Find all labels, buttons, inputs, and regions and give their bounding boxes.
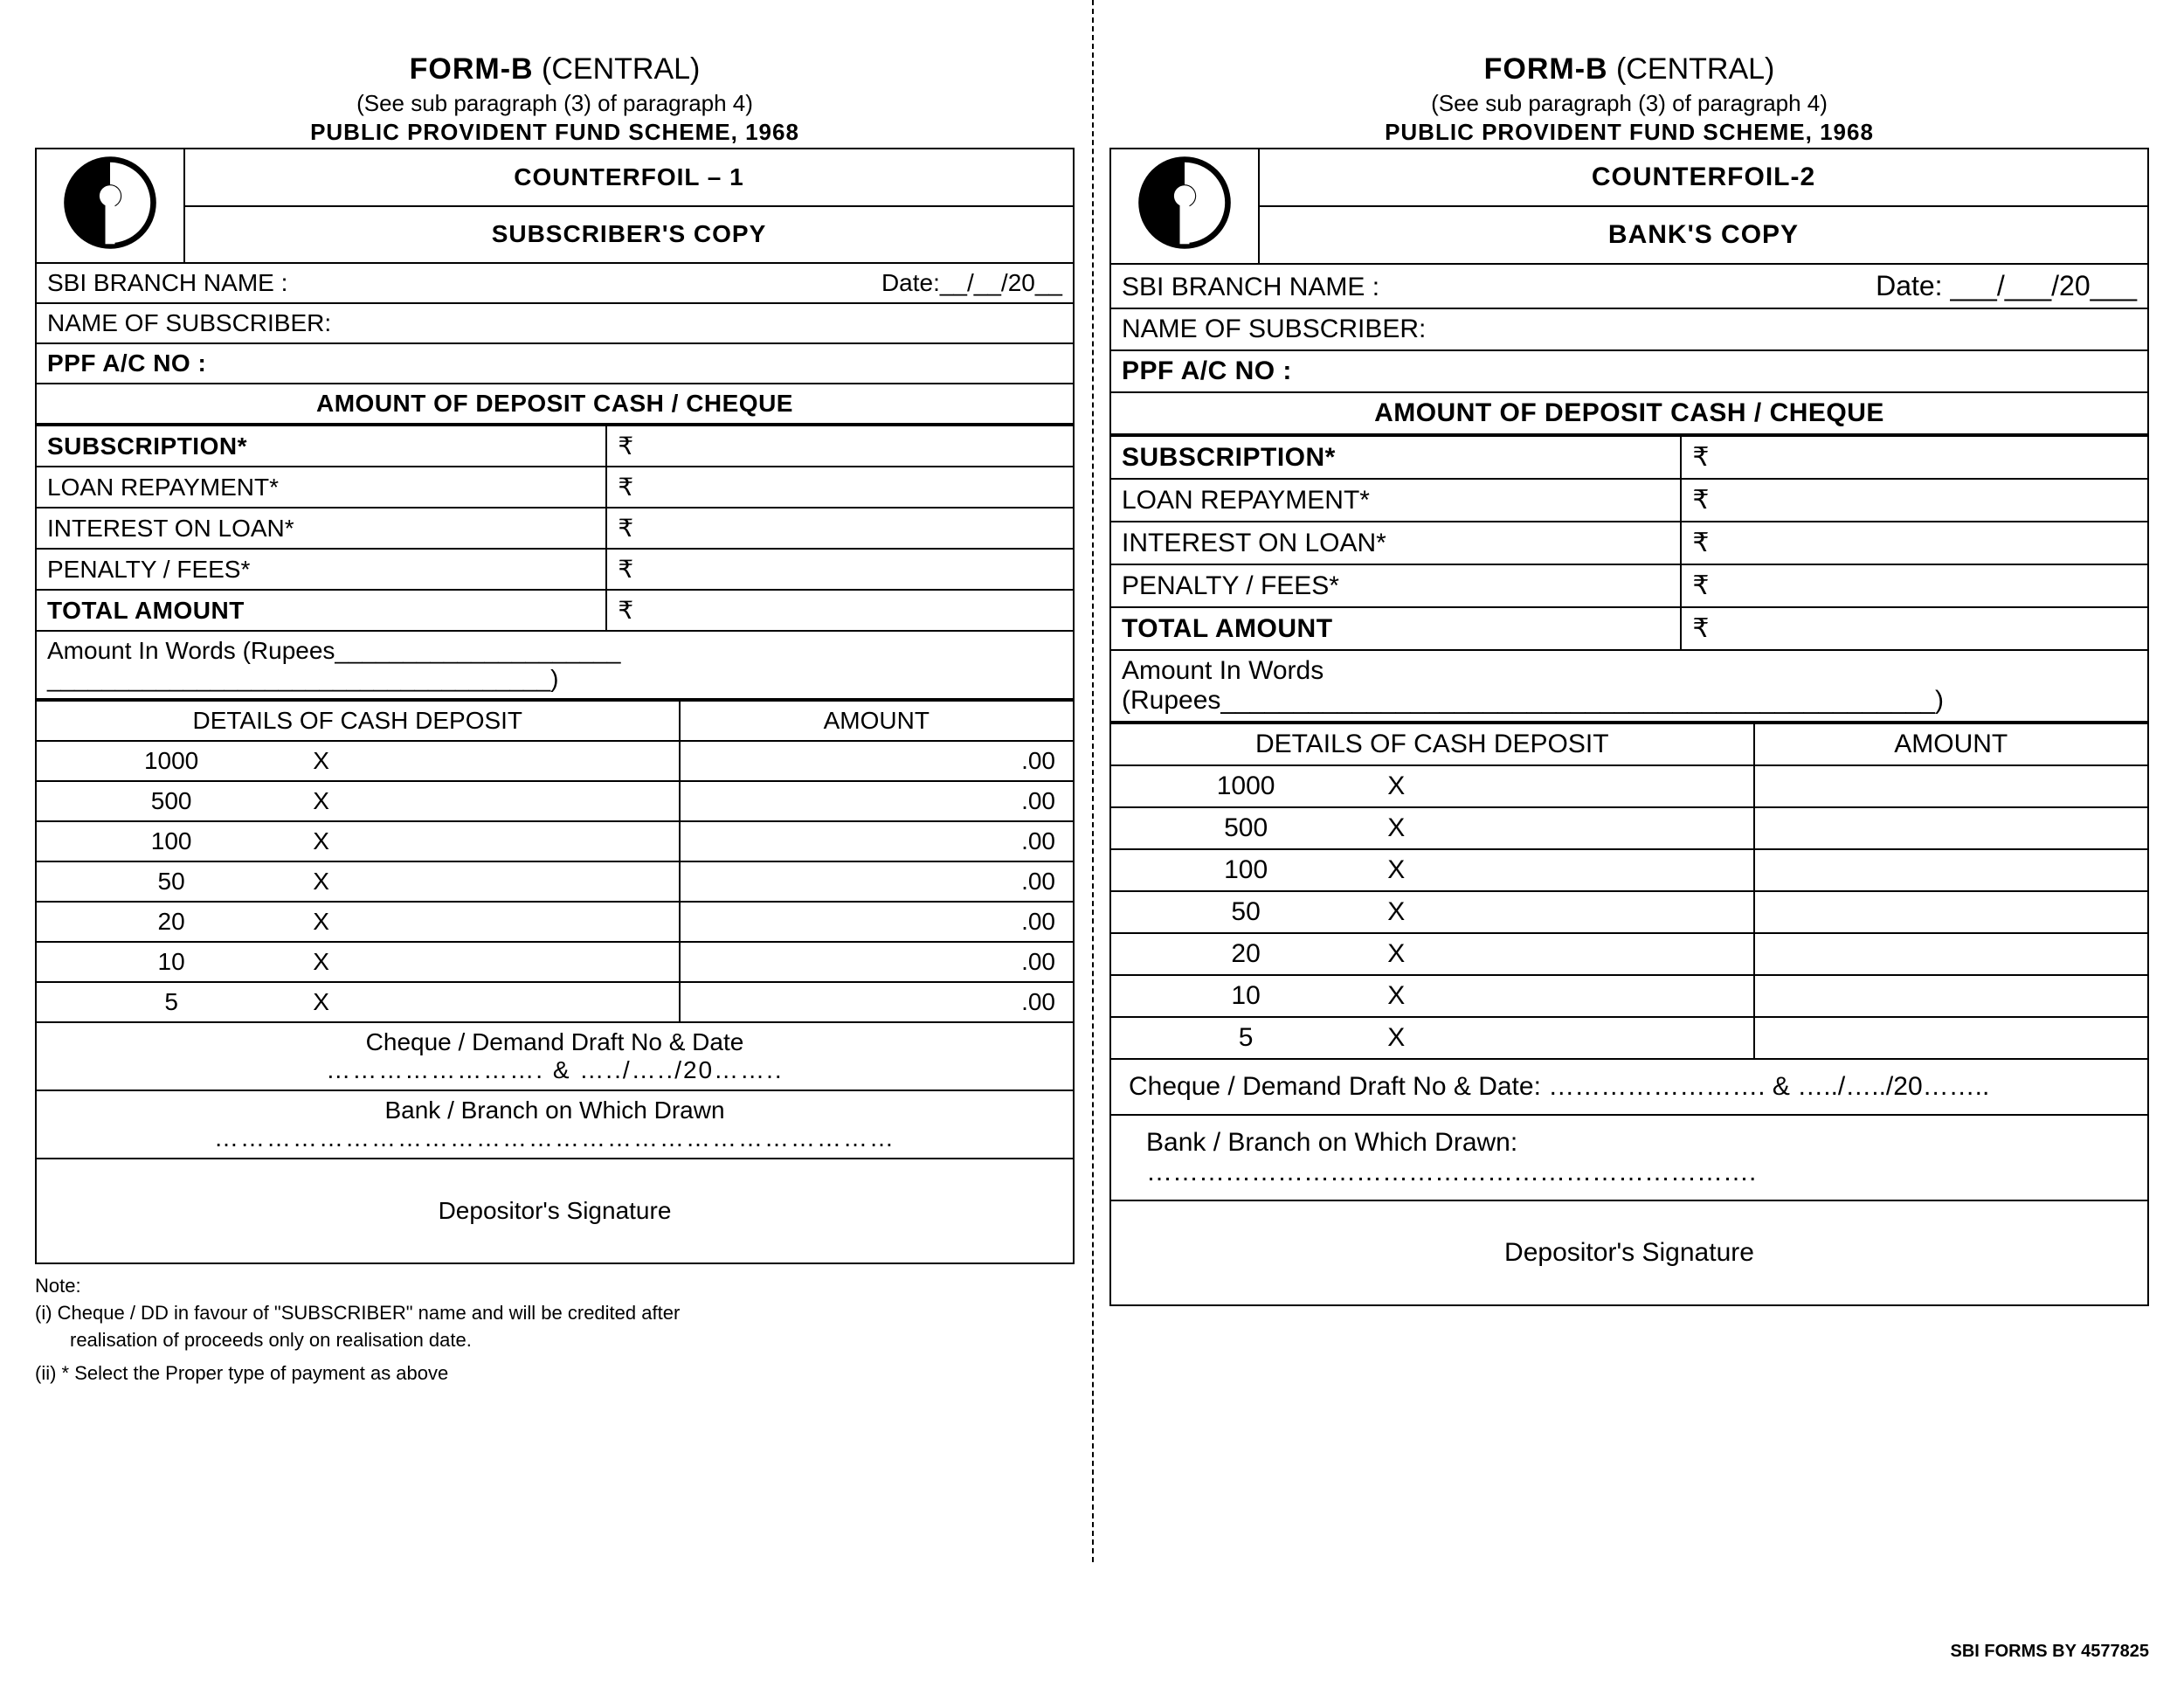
denom-500-amt[interactable] (1754, 807, 2148, 849)
scheme-label: PUBLIC PROVIDENT FUND SCHEME, 1968 (35, 119, 1075, 146)
counterfoil-label: COUNTERFOIL – 1 (184, 149, 1074, 206)
amount-header: AMOUNT (1754, 723, 2148, 765)
denom-100-amt[interactable]: .00 (680, 821, 1074, 861)
perforation-divider (1092, 0, 1094, 1562)
subscriber-name-field[interactable]: NAME OF SUBSCRIBER: (1110, 308, 2148, 350)
sbi-logo-icon (62, 155, 158, 251)
cash-deposit-header: DETAILS OF CASH DEPOSIT (36, 701, 680, 741)
total-amount[interactable]: ₹ (606, 590, 1074, 631)
scheme-label: PUBLIC PROVIDENT FUND SCHEME, 1968 (1109, 119, 2149, 146)
bank-copy-slip: FORM-B (CENTRAL) (See sub paragraph (3) … (1109, 52, 2149, 1387)
penalty-label: PENALTY / FEES* (36, 549, 606, 590)
penalty-amount[interactable]: ₹ (1681, 564, 2148, 607)
denom-100: 100 (1122, 855, 1370, 885)
subscription-amount[interactable]: ₹ (1681, 436, 2148, 479)
cheque-details[interactable]: Cheque / Demand Draft No & Date: …………………… (1110, 1059, 2148, 1115)
depositor-signature[interactable]: Depositor's Signature (1110, 1200, 2148, 1305)
subscription-label: SUBSCRIPTION* (1110, 436, 1681, 479)
interest-amount[interactable]: ₹ (606, 508, 1074, 549)
denom-50: 50 (1122, 897, 1370, 927)
loan-repayment-label: LOAN REPAYMENT* (36, 467, 606, 508)
denom-1000-amt[interactable]: .00 (680, 741, 1074, 781)
penalty-amount[interactable]: ₹ (606, 549, 1074, 590)
sub-paragraph-label: (See sub paragraph (3) of paragraph 4) (1109, 90, 2149, 117)
ppf-account-field[interactable]: PPF A/C NO : (1110, 350, 2148, 392)
amount-header: AMOUNT (680, 701, 1074, 741)
total-label: TOTAL AMOUNT (1110, 607, 1681, 650)
denom-5: 5 (47, 988, 295, 1016)
subscriber-copy-slip: FORM-B (CENTRAL) (See sub paragraph (3) … (35, 52, 1075, 1387)
date-field[interactable]: Date: ___/___/20___ (1876, 270, 2137, 302)
interest-label: INTEREST ON LOAN* (1110, 522, 1681, 564)
denom-20-amt[interactable] (1754, 933, 2148, 975)
denom-5-amt[interactable]: .00 (680, 982, 1074, 1022)
denom-20: 20 (47, 908, 295, 936)
denom-100: 100 (47, 827, 295, 855)
denom-20-amt[interactable]: .00 (680, 902, 1074, 942)
form-b-label: FORM-B (410, 52, 534, 86)
loan-amount[interactable]: ₹ (1681, 479, 2148, 522)
denom-100-amt[interactable] (1754, 849, 2148, 891)
denom-500: 500 (1122, 813, 1370, 843)
deposit-type-header: AMOUNT OF DEPOSIT CASH / CHEQUE (36, 384, 1074, 424)
form-b-label: FORM-B (1484, 52, 1608, 86)
total-amount[interactable]: ₹ (1681, 607, 2148, 650)
branch-name-label: SBI BRANCH NAME : (1122, 273, 1379, 302)
denom-1000-amt[interactable] (1754, 765, 2148, 807)
subscription-amount[interactable]: ₹ (606, 425, 1074, 467)
denom-1000: 1000 (47, 747, 295, 775)
denom-50-amt[interactable]: .00 (680, 861, 1074, 902)
loan-repayment-label: LOAN REPAYMENT* (1110, 479, 1681, 522)
denom-1000: 1000 (1122, 771, 1370, 801)
denom-10-amt[interactable] (1754, 975, 2148, 1017)
loan-amount[interactable]: ₹ (606, 467, 1074, 508)
denom-5: 5 (1122, 1023, 1370, 1053)
date-field[interactable]: Date:__/__/20__ (881, 269, 1062, 297)
denom-10: 10 (1122, 981, 1370, 1011)
amount-in-words[interactable]: Amount In Words (Rupees_________________… (1110, 650, 2148, 722)
slip-header: FORM-B (CENTRAL) (See sub paragraph (3) … (1109, 52, 2149, 146)
subscriber-name-field[interactable]: NAME OF SUBSCRIBER: (36, 303, 1074, 343)
subscription-label: SUBSCRIPTION* (36, 425, 606, 467)
bank-branch-drawn[interactable]: Bank / Branch on Which Drawn ……………………………… (36, 1090, 1074, 1159)
slip-header: FORM-B (CENTRAL) (See sub paragraph (3) … (35, 52, 1075, 146)
sbi-logo-icon (1137, 155, 1233, 251)
branch-name-label: SBI BRANCH NAME : (47, 269, 287, 297)
notes-section: Note: (i) Cheque / DD in favour of "SUBS… (35, 1273, 1075, 1387)
form-central-label: (CENTRAL) (1608, 52, 1775, 86)
ppf-account-field[interactable]: PPF A/C NO : (36, 343, 1074, 384)
denom-10: 10 (47, 948, 295, 976)
cheque-details[interactable]: Cheque / Demand Draft No & Date ……………………… (36, 1022, 1074, 1090)
copy-title: SUBSCRIBER'S COPY (184, 206, 1074, 264)
denom-5-amt[interactable] (1754, 1017, 2148, 1059)
denom-20: 20 (1122, 939, 1370, 969)
denom-10-amt[interactable]: .00 (680, 942, 1074, 982)
form-central-label: (CENTRAL) (534, 52, 701, 86)
sbi-logo-cell (1110, 149, 1259, 264)
denom-500-amt[interactable]: .00 (680, 781, 1074, 821)
deposit-type-header: AMOUNT OF DEPOSIT CASH / CHEQUE (1110, 392, 2148, 434)
denom-500: 500 (47, 787, 295, 815)
sub-paragraph-label: (See sub paragraph (3) of paragraph 4) (35, 90, 1075, 117)
sbi-logo-cell (36, 149, 184, 263)
form-footer-id: SBI FORMS BY 4577825 (1950, 1642, 2149, 1662)
denom-50-amt[interactable] (1754, 891, 2148, 933)
denom-50: 50 (47, 868, 295, 896)
cash-deposit-header: DETAILS OF CASH DEPOSIT (1110, 723, 1754, 765)
bank-branch-drawn[interactable]: Bank / Branch on Which Drawn: …………………………… (1110, 1115, 2148, 1200)
copy-title: BANK'S COPY (1259, 206, 2148, 264)
amount-in-words[interactable]: Amount In Words (Rupees_________________… (36, 631, 1074, 699)
depositor-signature[interactable]: Depositor's Signature (36, 1159, 1074, 1263)
interest-label: INTEREST ON LOAN* (36, 508, 606, 549)
total-label: TOTAL AMOUNT (36, 590, 606, 631)
counterfoil-label: COUNTERFOIL-2 (1259, 149, 2148, 206)
interest-amount[interactable]: ₹ (1681, 522, 2148, 564)
penalty-label: PENALTY / FEES* (1110, 564, 1681, 607)
